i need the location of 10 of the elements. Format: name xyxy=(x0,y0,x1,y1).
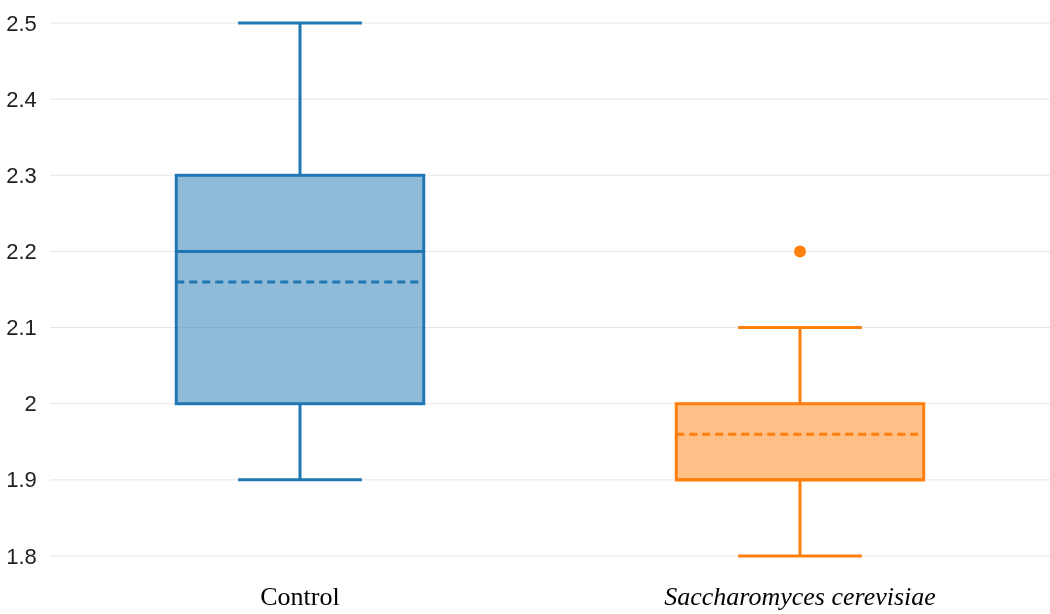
y-tick-label: 2.2 xyxy=(6,238,37,264)
y-tick-label: 1.8 xyxy=(6,543,37,569)
y-tick-label: 2.5 xyxy=(6,10,37,36)
y-tick-label: 2.3 xyxy=(6,162,37,188)
y-tick-label: 2.1 xyxy=(6,315,37,341)
y-tick-label: 2 xyxy=(24,391,37,417)
x-tick-label: Saccharomyces cerevisiae xyxy=(664,582,936,612)
y-tick-label: 1.9 xyxy=(6,467,37,493)
x-tick-label: Control xyxy=(260,582,340,612)
y-tick-label: 2.4 xyxy=(6,86,37,112)
